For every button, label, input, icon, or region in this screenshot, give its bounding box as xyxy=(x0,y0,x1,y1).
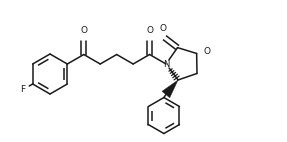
Text: O: O xyxy=(159,24,166,33)
Polygon shape xyxy=(162,80,178,98)
Text: O: O xyxy=(204,47,211,56)
Text: N: N xyxy=(163,59,169,68)
Text: O: O xyxy=(146,26,153,35)
Text: O: O xyxy=(80,26,87,35)
Text: F: F xyxy=(21,85,26,94)
